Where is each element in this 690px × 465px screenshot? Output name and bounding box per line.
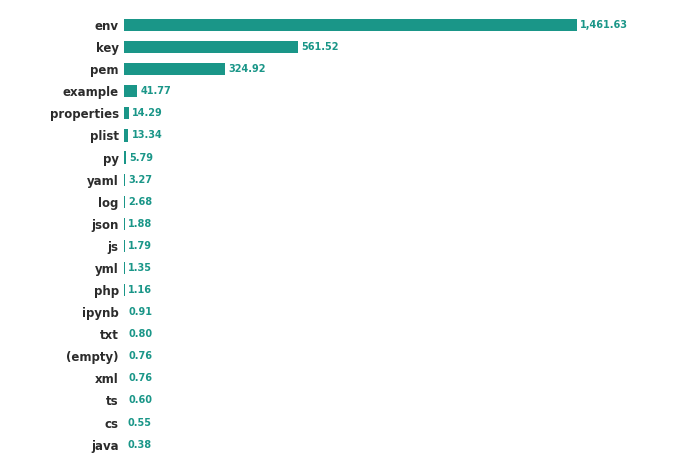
- Text: 0.76: 0.76: [128, 373, 152, 384]
- Text: 13.34: 13.34: [132, 130, 163, 140]
- Bar: [124, 196, 125, 208]
- Text: 1,461.63: 1,461.63: [580, 20, 629, 30]
- Text: 3.27: 3.27: [129, 174, 152, 185]
- Text: 5.79: 5.79: [130, 153, 154, 163]
- Bar: [124, 107, 128, 120]
- Text: 0.80: 0.80: [128, 329, 152, 339]
- Bar: [124, 152, 126, 164]
- Bar: [124, 129, 128, 141]
- Bar: [124, 63, 225, 75]
- Text: 0.60: 0.60: [128, 395, 152, 405]
- Bar: [124, 85, 137, 97]
- Bar: [124, 41, 298, 53]
- Text: 1.88: 1.88: [128, 219, 152, 229]
- Text: 561.52: 561.52: [302, 42, 339, 52]
- Text: 1.79: 1.79: [128, 241, 152, 251]
- Text: 1.35: 1.35: [128, 263, 152, 273]
- Text: 41.77: 41.77: [141, 86, 172, 96]
- Text: 1.16: 1.16: [128, 285, 152, 295]
- Text: 0.91: 0.91: [128, 307, 152, 317]
- Text: 324.92: 324.92: [228, 64, 266, 74]
- Bar: [124, 173, 125, 186]
- Text: 0.55: 0.55: [128, 418, 152, 428]
- Bar: [124, 19, 577, 31]
- Text: 0.76: 0.76: [128, 351, 152, 361]
- Text: 14.29: 14.29: [132, 108, 163, 119]
- Text: 0.38: 0.38: [128, 439, 152, 450]
- Text: 2.68: 2.68: [128, 197, 152, 207]
